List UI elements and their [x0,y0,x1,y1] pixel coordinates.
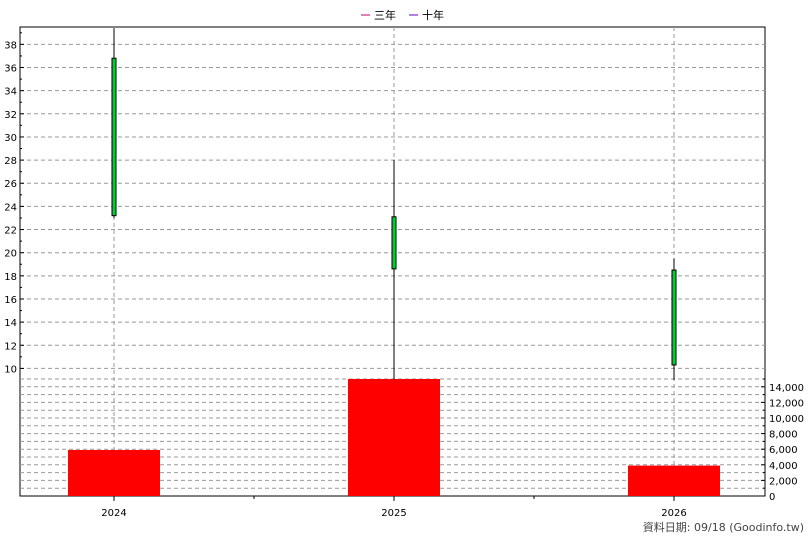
price-tick-label: 34 [4,87,17,98]
volume-bar-2026 [628,465,720,496]
volume-tick-label: 10,000 [769,414,804,425]
price-tick-label: 12 [4,341,17,352]
legend: 三年 十年 [361,8,444,22]
x-tick-label: 2024 [101,508,126,519]
volume-axis: 0 2,000 4,000 6,000 8,000 10,000 12,000 14,000 [761,378,804,503]
price-tick-label: 28 [4,156,17,167]
volume-bars [68,379,720,496]
price-tick-label: 16 [4,295,17,306]
volume-bar-2024 [68,449,160,496]
x-tick-label: 2025 [381,508,406,519]
price-tick-label: 32 [4,110,17,121]
volume-tick-label: 14,000 [769,383,804,394]
x-tick-label: 2026 [661,508,686,519]
price-tick-label: 10 [4,364,17,375]
price-tick-label: 36 [4,64,17,75]
candle-body-2024 [111,57,117,217]
volume-tick-label: 6,000 [769,445,798,456]
x-axis: 2024 2025 2026 [101,496,687,519]
volume-tick-label: 4,000 [769,461,798,472]
volume-tick-label: 2,000 [769,476,798,487]
price-axis: 10 12 14 16 18 20 22 24 26 28 30 32 34 36 38 [4,32,24,375]
candles [111,28,677,380]
volume-tick-label: 12,000 [769,398,804,409]
price-tick-label: 20 [4,249,17,260]
volume-tick-label: 8,000 [769,430,798,441]
price-tick-label: 18 [4,272,17,283]
price-tick-label: 22 [4,226,17,237]
legend-label-0: 三年 [374,8,396,22]
footer-source: 資料日期: 09/18 (Goodinfo.tw) [643,520,804,534]
price-tick-label: 30 [4,133,17,144]
legend-label-1: 十年 [422,8,444,22]
price-tick-label: 38 [4,40,17,51]
volume-bar-2025 [348,379,440,496]
volume-tick-label: 0 [769,492,775,503]
price-tick-label: 26 [4,179,17,190]
candle-body-2025 [391,216,397,270]
price-tick-label: 24 [4,202,17,213]
price-tick-label: 14 [4,318,17,329]
candle-body-2026 [671,269,677,366]
